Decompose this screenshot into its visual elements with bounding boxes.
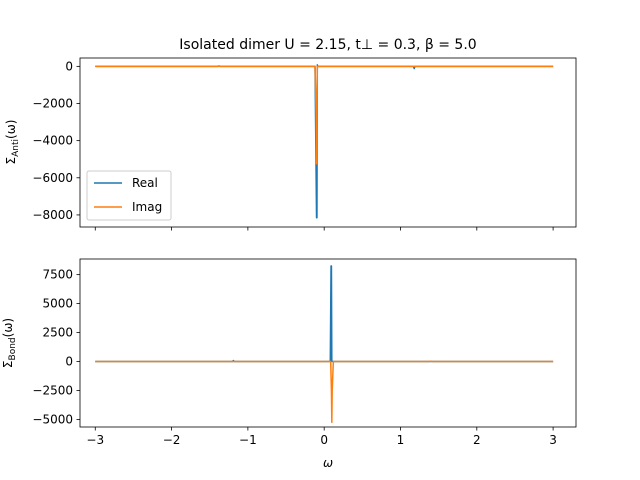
- x-tick-label: −3: [86, 433, 104, 447]
- y-tick-label: −2500: [32, 384, 73, 398]
- y-tick-label: 0: [65, 355, 73, 369]
- y-tick-label: 0: [65, 59, 73, 73]
- legend-label-imag: Imag: [132, 200, 162, 214]
- legend: Real Imag: [86, 170, 172, 221]
- plot-frame-anti: [79, 57, 577, 228]
- x-tick-label: 3: [549, 433, 557, 447]
- y-tick-label: −5000: [32, 412, 73, 426]
- legend-label-real: Real: [132, 176, 158, 190]
- y-tick-label: 7500: [42, 268, 73, 282]
- plot-frame-bond: [79, 258, 577, 428]
- chart-title: Isolated dimer U = 2.15, t⊥ = 0.3, β = 5…: [179, 37, 476, 53]
- x-axis-label: ω: [323, 456, 333, 470]
- y-tick-label: 5000: [42, 297, 73, 311]
- series-line-imag: [95, 360, 554, 424]
- y-tick-label: −6000: [32, 171, 73, 185]
- y-tick-label: −8000: [32, 208, 73, 222]
- x-tick-label: 2: [473, 433, 481, 447]
- y-tick-label: −4000: [32, 134, 73, 148]
- series-line-imag: [95, 65, 554, 165]
- x-tick-label: −1: [239, 433, 257, 447]
- x-tick-label: −2: [163, 433, 181, 447]
- x-tick-label: 0: [320, 433, 328, 447]
- x-tick-label: 1: [397, 433, 405, 447]
- panel-anti: 0−2000−4000−6000−8000 ΣAnti(ω) Real Imag: [4, 57, 577, 231]
- y-tick-label: −2000: [32, 97, 73, 111]
- y-tick-label: 2500: [42, 326, 73, 340]
